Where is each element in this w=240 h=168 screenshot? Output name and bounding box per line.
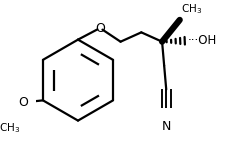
Text: O: O: [95, 22, 105, 35]
Text: ···OH: ···OH: [188, 34, 217, 47]
Text: N: N: [162, 120, 171, 133]
Text: CH$_3$: CH$_3$: [181, 2, 202, 16]
Text: O: O: [18, 96, 28, 109]
Text: CH$_3$: CH$_3$: [0, 121, 20, 135]
